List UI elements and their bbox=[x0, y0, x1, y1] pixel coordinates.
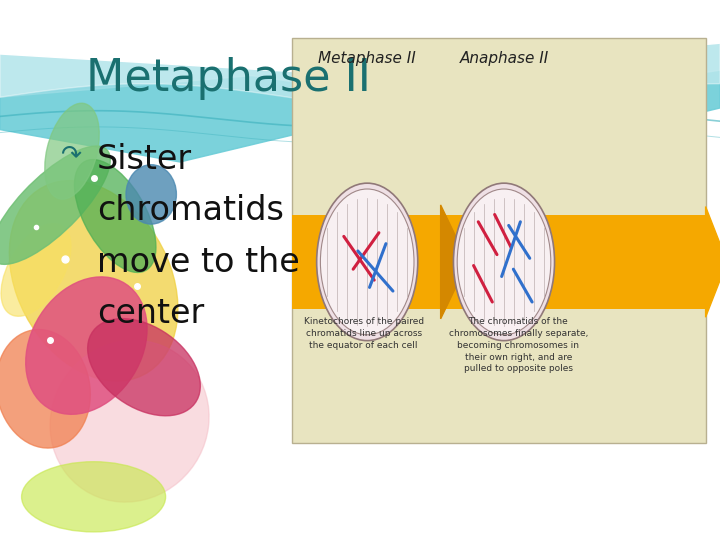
Ellipse shape bbox=[9, 180, 178, 381]
Polygon shape bbox=[706, 206, 720, 317]
Text: move to the: move to the bbox=[97, 246, 300, 279]
Text: Sister: Sister bbox=[97, 143, 192, 176]
Text: Anaphase II: Anaphase II bbox=[459, 51, 549, 66]
Text: Metaphase II: Metaphase II bbox=[86, 57, 372, 100]
Ellipse shape bbox=[0, 329, 90, 448]
Ellipse shape bbox=[320, 189, 414, 335]
Text: center: center bbox=[97, 297, 204, 330]
FancyBboxPatch shape bbox=[292, 214, 706, 309]
Polygon shape bbox=[0, 0, 720, 162]
Polygon shape bbox=[441, 205, 468, 319]
Ellipse shape bbox=[0, 146, 110, 265]
Ellipse shape bbox=[454, 183, 554, 341]
Ellipse shape bbox=[74, 159, 156, 273]
FancyBboxPatch shape bbox=[292, 38, 706, 443]
Ellipse shape bbox=[45, 103, 99, 199]
Ellipse shape bbox=[26, 277, 147, 414]
Text: Metaphase II: Metaphase II bbox=[318, 51, 416, 66]
Ellipse shape bbox=[22, 462, 166, 532]
Ellipse shape bbox=[50, 340, 209, 502]
Text: ↷: ↷ bbox=[61, 143, 82, 167]
Ellipse shape bbox=[317, 183, 418, 341]
Ellipse shape bbox=[1, 224, 71, 316]
Polygon shape bbox=[0, 0, 720, 108]
Text: Kinetochores of the paired
chromatids line up across
the equator of each cell: Kinetochores of the paired chromatids li… bbox=[304, 317, 423, 350]
Polygon shape bbox=[0, 0, 720, 76]
Ellipse shape bbox=[88, 319, 200, 416]
Ellipse shape bbox=[126, 165, 176, 224]
Text: chromatids: chromatids bbox=[97, 194, 284, 227]
Ellipse shape bbox=[457, 189, 551, 335]
Text: The chromatids of the
chromosomes finally separate,
becoming chromosomes in
thei: The chromatids of the chromosomes finall… bbox=[449, 317, 588, 374]
